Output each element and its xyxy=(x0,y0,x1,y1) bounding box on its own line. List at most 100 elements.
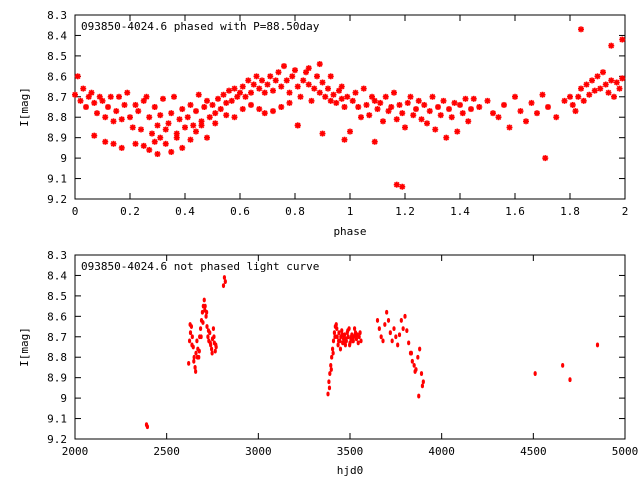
data-point xyxy=(215,95,221,102)
data-point xyxy=(344,336,348,342)
data-point xyxy=(341,136,348,143)
data-point xyxy=(261,110,268,117)
data-point xyxy=(305,65,312,72)
data-point xyxy=(171,93,177,100)
data-point xyxy=(331,350,335,356)
data-point xyxy=(205,309,209,315)
data-point xyxy=(300,77,307,84)
data-point xyxy=(283,77,290,84)
data-point xyxy=(221,283,226,289)
data-point xyxy=(237,89,243,96)
data-point xyxy=(465,118,472,125)
data-point xyxy=(197,348,201,354)
y-tick-label: 8.9 xyxy=(47,132,67,145)
data-point xyxy=(394,334,398,340)
y-tick-label: 8.4 xyxy=(47,29,67,42)
data-point xyxy=(338,95,345,102)
y-tick-label: 8.7 xyxy=(47,331,67,344)
data-point xyxy=(575,93,582,100)
data-point xyxy=(168,148,175,155)
data-point xyxy=(594,73,601,80)
data-point xyxy=(353,332,357,338)
data-point xyxy=(369,93,375,100)
data-point xyxy=(270,108,276,115)
data-point xyxy=(346,328,350,334)
data-point xyxy=(619,36,626,43)
data-point xyxy=(393,116,400,123)
data-point xyxy=(143,93,150,100)
data-point xyxy=(192,358,196,364)
y-tick-label: 8.6 xyxy=(47,70,67,83)
data-point xyxy=(371,138,378,145)
data-point xyxy=(396,342,400,348)
data-point xyxy=(429,93,436,100)
data-point xyxy=(341,336,346,342)
data-point xyxy=(457,101,463,108)
data-point xyxy=(270,87,276,94)
data-point xyxy=(140,142,147,149)
data-point xyxy=(501,101,507,108)
x-tick-label: 1 xyxy=(347,205,354,218)
data-point xyxy=(193,365,197,370)
data-point xyxy=(381,338,385,344)
data-point xyxy=(326,391,330,397)
data-point xyxy=(83,104,89,110)
x-tick-label: 2 xyxy=(622,205,629,218)
data-point xyxy=(335,334,339,340)
data-point xyxy=(401,326,405,331)
data-point xyxy=(209,101,216,108)
data-point xyxy=(204,134,210,141)
data-point xyxy=(206,334,210,340)
data-point xyxy=(124,89,131,96)
data-point xyxy=(388,104,395,110)
data-points xyxy=(72,26,626,190)
y-tick-label: 8.6 xyxy=(47,310,67,323)
data-point xyxy=(359,338,363,344)
data-point xyxy=(205,324,209,329)
data-point xyxy=(380,118,386,125)
data-point xyxy=(539,91,546,98)
data-point xyxy=(421,101,428,108)
data-point xyxy=(597,85,604,92)
data-point xyxy=(176,116,183,123)
data-point xyxy=(506,124,513,131)
data-point xyxy=(195,91,202,98)
data-point xyxy=(253,73,260,80)
data-point xyxy=(338,83,345,90)
data-point xyxy=(162,140,169,147)
data-point xyxy=(377,326,381,331)
data-point xyxy=(399,110,406,117)
data-point xyxy=(194,350,198,356)
data-point xyxy=(586,91,593,98)
data-point xyxy=(256,85,263,92)
data-point xyxy=(311,85,318,92)
data-point xyxy=(118,144,125,151)
data-point xyxy=(157,134,164,141)
data-point xyxy=(366,112,373,119)
data-point xyxy=(188,330,193,336)
data-point xyxy=(96,93,103,100)
data-point xyxy=(231,114,238,121)
data-point xyxy=(72,91,78,98)
data-point xyxy=(278,83,285,90)
data-point xyxy=(338,346,343,352)
data-point xyxy=(334,322,338,327)
data-point xyxy=(154,122,161,129)
data-point xyxy=(129,124,136,131)
x-tick-label: 3500 xyxy=(337,445,364,458)
data-point xyxy=(418,116,425,123)
data-point xyxy=(102,138,109,145)
data-point xyxy=(336,87,342,94)
data-point xyxy=(190,122,197,129)
data-point xyxy=(348,342,352,348)
data-point xyxy=(407,340,411,346)
data-point xyxy=(91,99,98,106)
data-point xyxy=(371,97,378,104)
data-point xyxy=(204,97,210,104)
data-point xyxy=(446,106,452,113)
y-tick-label: 9.2 xyxy=(47,433,67,446)
data-point xyxy=(357,334,361,340)
x-tick-label: 1.4 xyxy=(450,205,470,218)
data-point xyxy=(250,81,257,88)
data-point xyxy=(403,313,407,319)
